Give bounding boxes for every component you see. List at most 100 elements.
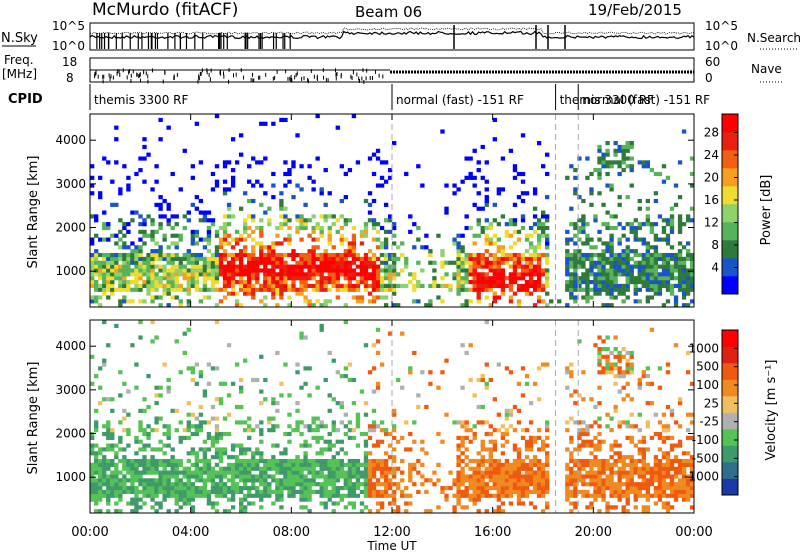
range-time-cell bbox=[573, 501, 578, 506]
range-time-cell bbox=[677, 458, 683, 464]
range-time-cell bbox=[323, 489, 328, 494]
range-time-cell bbox=[339, 462, 344, 467]
range-time-cell bbox=[677, 439, 683, 444]
range-time-cell bbox=[665, 362, 671, 367]
range-time-cell bbox=[251, 458, 256, 464]
range-time-cell bbox=[114, 443, 119, 448]
range-time-cell bbox=[210, 218, 216, 223]
range-time-cell bbox=[665, 493, 671, 498]
colorbar-swatch bbox=[722, 346, 738, 364]
range-time-cell bbox=[295, 474, 300, 479]
range-time-cell bbox=[303, 474, 308, 479]
range-time-cell bbox=[416, 299, 421, 304]
range-time-cell bbox=[392, 233, 397, 238]
range-time-cell bbox=[633, 505, 638, 510]
range-time-cell bbox=[545, 443, 550, 448]
range-time-cell bbox=[146, 466, 151, 471]
range-time-cell bbox=[230, 505, 236, 510]
range-time-cell bbox=[271, 279, 276, 285]
range-time-cell bbox=[573, 225, 578, 231]
range-time-cell bbox=[665, 175, 671, 180]
range-time-cell bbox=[166, 377, 171, 383]
range-time-cell bbox=[206, 493, 212, 498]
range-time-cell bbox=[661, 229, 667, 234]
range-time-cell bbox=[444, 283, 449, 288]
range-time-cell bbox=[214, 268, 220, 273]
range-time-cell bbox=[351, 225, 357, 231]
range-time-cell bbox=[106, 447, 111, 452]
range-time-cell bbox=[540, 268, 546, 273]
colorbar-swatch bbox=[722, 396, 738, 413]
range-time-cell bbox=[601, 493, 606, 498]
range-time-cell bbox=[190, 279, 195, 285]
range-time-cell bbox=[609, 370, 614, 375]
range-time-cell bbox=[206, 260, 212, 265]
range-time-cell bbox=[327, 233, 332, 238]
range-time-cell bbox=[383, 451, 389, 456]
range-time-cell bbox=[202, 393, 208, 398]
range-time-cell bbox=[673, 283, 679, 288]
range-time-cell bbox=[577, 431, 582, 437]
range-time-cell bbox=[416, 470, 421, 475]
range-time-cell bbox=[279, 191, 284, 196]
range-time-cell bbox=[230, 482, 236, 487]
range-time-cell bbox=[238, 505, 244, 510]
range-time-cell bbox=[379, 428, 385, 433]
range-time-cell bbox=[170, 276, 175, 281]
range-time-cell bbox=[259, 249, 264, 254]
range-time-cell bbox=[649, 264, 655, 269]
freq-unit-label: [MHz] bbox=[2, 67, 37, 81]
range-time-cell bbox=[94, 455, 99, 460]
range-time-cell bbox=[178, 187, 183, 192]
range-time-cell bbox=[383, 283, 389, 288]
range-time-cell bbox=[371, 489, 377, 494]
range-time-cell bbox=[412, 287, 417, 292]
range-time-cell bbox=[214, 435, 220, 440]
range-time-cell bbox=[158, 268, 163, 273]
range-time-cell bbox=[468, 156, 473, 161]
range-time-cell bbox=[480, 458, 485, 464]
range-time-cell bbox=[319, 482, 324, 487]
range-time-cell bbox=[581, 264, 586, 269]
range-time-cell bbox=[508, 245, 514, 250]
range-time-cell bbox=[307, 256, 312, 261]
range-time-cell bbox=[520, 252, 526, 258]
range-time-cell bbox=[476, 497, 481, 502]
range-time-cell bbox=[641, 260, 646, 265]
range-time-cell bbox=[383, 287, 389, 292]
range-time-cell bbox=[500, 435, 506, 440]
range-time-cell bbox=[126, 431, 131, 437]
range-time-cell bbox=[383, 272, 389, 277]
range-time-cell bbox=[681, 458, 687, 464]
range-time-cell bbox=[392, 287, 397, 292]
range-time-cell bbox=[484, 320, 489, 325]
range-time-cell bbox=[102, 478, 107, 483]
range-time-cell bbox=[545, 245, 550, 250]
range-time-cell bbox=[110, 202, 115, 207]
range-time-cell bbox=[198, 478, 204, 483]
range-time-cell bbox=[146, 287, 151, 292]
range-time-cell bbox=[641, 451, 646, 456]
range-time-cell bbox=[94, 214, 99, 219]
range-time-cell bbox=[359, 501, 365, 506]
range-time-cell bbox=[166, 431, 171, 437]
range-time-cell bbox=[146, 264, 151, 269]
range-time-cell bbox=[617, 164, 622, 169]
range-time-cell bbox=[335, 370, 340, 375]
range-time-cell bbox=[472, 466, 477, 471]
range-time-cell bbox=[327, 466, 332, 471]
range-time-cell bbox=[114, 137, 119, 142]
range-time-cell bbox=[383, 493, 389, 498]
range-time-cell bbox=[126, 279, 131, 285]
y-tick-label: 3000 bbox=[55, 177, 86, 191]
range-time-cell bbox=[182, 466, 187, 471]
range-time-cell bbox=[661, 260, 667, 265]
range-time-cell bbox=[295, 291, 300, 296]
range-time-cell bbox=[593, 443, 598, 448]
range-time-cell bbox=[629, 397, 634, 402]
range-time-cell bbox=[275, 264, 280, 269]
range-time-cell bbox=[617, 443, 622, 448]
range-time-cell bbox=[375, 350, 381, 356]
range-time-cell bbox=[331, 260, 336, 265]
range-time-cell bbox=[327, 447, 332, 452]
